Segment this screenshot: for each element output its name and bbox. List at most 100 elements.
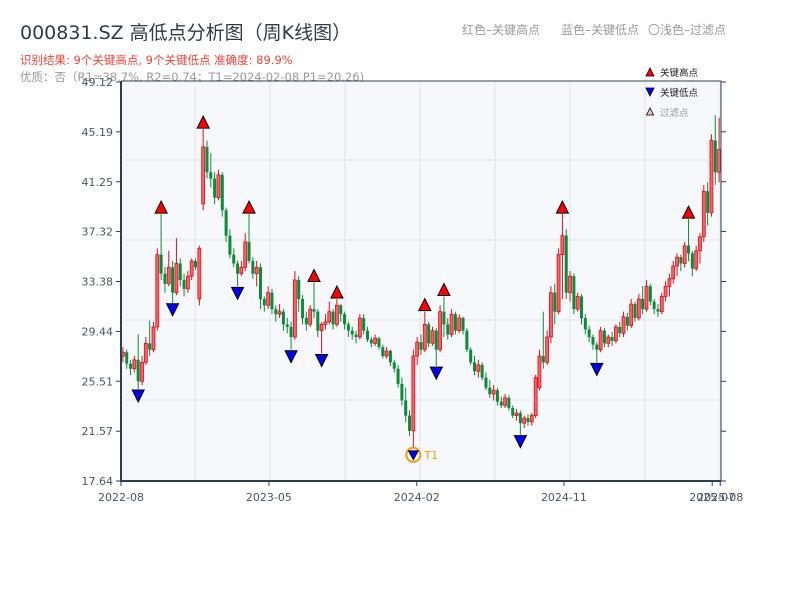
key-high-marker-icon [196, 115, 210, 129]
candle-down [136, 359, 140, 382]
x-tick-label: 2022-08 [98, 491, 144, 504]
candle-down [301, 298, 305, 319]
candle-down [465, 330, 469, 350]
y-tick-label: 29.44 [82, 325, 114, 338]
candle-down [270, 292, 274, 310]
candle-down [446, 324, 450, 335]
candle-down [224, 210, 228, 236]
candle-down [228, 235, 232, 255]
candle-down [350, 330, 354, 335]
key-low-marker-icon [589, 362, 604, 377]
candle-down [625, 316, 629, 326]
candle-up [575, 296, 580, 310]
candle-up [717, 149, 721, 173]
candle-down [648, 286, 652, 302]
candle-up [335, 304, 339, 325]
candle-down [610, 337, 614, 341]
x-tick-label: 2023-05 [246, 491, 292, 504]
candle-down [469, 349, 473, 363]
key-low-marker-icon [429, 366, 444, 381]
candle-down [499, 401, 503, 406]
candle-down [564, 235, 568, 293]
candle-down [526, 418, 530, 422]
key-low-marker-icon [230, 286, 245, 301]
candle-down [713, 140, 717, 173]
candle-down [687, 245, 691, 254]
candle-down [125, 352, 129, 364]
candle-down [362, 318, 366, 331]
candle-up [422, 323, 427, 351]
candle-down [171, 267, 175, 293]
candle-down [656, 309, 660, 312]
t1-ring-icon [405, 446, 422, 463]
candle-down [633, 304, 637, 319]
candle-down [129, 363, 133, 369]
candle-up [545, 336, 550, 363]
candle-down [587, 329, 591, 338]
candle-down [591, 337, 595, 345]
candle-down [312, 309, 316, 312]
candle-down [641, 298, 645, 310]
candle-up [606, 336, 611, 344]
candle-up [682, 245, 687, 264]
x-tick-label: 2025-07 [689, 491, 735, 504]
candle-down [163, 273, 167, 284]
candle-down [316, 311, 320, 331]
candle-up [503, 397, 507, 406]
key-high-marker-icon [242, 199, 256, 214]
candle-down [652, 301, 656, 310]
candle-down [488, 387, 492, 395]
candles [121, 115, 721, 448]
candle-down [232, 254, 236, 264]
candle-up [140, 361, 144, 382]
t1-label: T1 [423, 449, 438, 462]
candle-down [595, 344, 599, 350]
candle-up [671, 265, 676, 280]
candle-down [618, 326, 622, 334]
candle-down [484, 377, 488, 388]
candle-up [701, 190, 706, 238]
candle-up [266, 292, 271, 306]
candle-down [262, 298, 266, 306]
y-tick-label: 49.12 [82, 76, 114, 89]
pivot-markers: T1 [131, 115, 696, 463]
candle-up [373, 337, 378, 344]
candle-down [331, 311, 335, 325]
candle-up [201, 146, 206, 205]
key-low-marker-icon [314, 353, 329, 368]
candle-down [213, 178, 217, 198]
candle-down [453, 314, 457, 331]
candle-down [178, 263, 182, 280]
candle-up [667, 278, 672, 287]
candle-down [205, 146, 209, 173]
candle-down [404, 400, 408, 416]
legend-label-filtered: 过滤点 [660, 107, 689, 119]
candle-up [537, 355, 542, 389]
plot-area [121, 82, 721, 481]
candle-up [430, 330, 435, 344]
key-low-marker-icon [165, 303, 180, 317]
candle-up [598, 330, 603, 351]
legend-high-icon [645, 67, 655, 77]
page-title: 000831.SZ 高低点分析图（周K线图） [20, 22, 352, 44]
candle-down [706, 191, 710, 213]
key-high-marker-icon [437, 282, 451, 296]
candle-up [239, 266, 244, 275]
candle-down [511, 407, 515, 416]
candle-down [583, 318, 587, 330]
candle-up [243, 241, 248, 268]
legend-label-low: 关键低点 [660, 87, 699, 99]
candle-down [274, 309, 278, 315]
candle-up [384, 350, 389, 357]
x-tick-label: 2024-02 [394, 491, 440, 504]
candle-down [480, 364, 484, 378]
candle-down [297, 279, 301, 299]
candle-up [189, 260, 194, 277]
candle-up [254, 266, 259, 275]
candle-up [308, 308, 313, 325]
candle-down [343, 314, 347, 325]
candle-down [419, 342, 423, 350]
candle-down [251, 260, 255, 274]
candle-down [369, 339, 373, 344]
